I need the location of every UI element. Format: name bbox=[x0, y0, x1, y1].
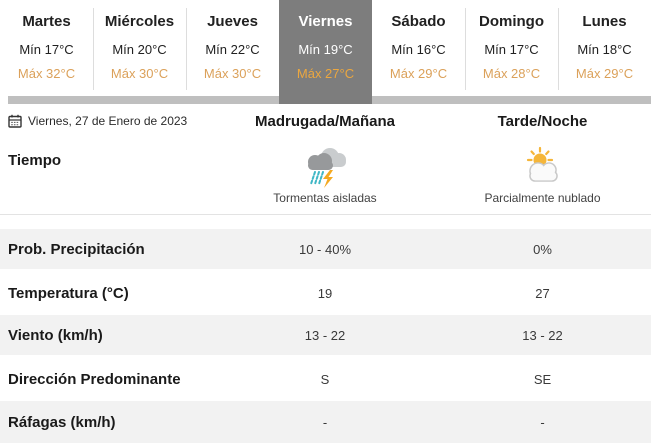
row-value-morning: - bbox=[322, 415, 328, 430]
column-header-tarde-noche: Tarde/Noche bbox=[497, 112, 588, 130]
row-value-evening: 0% bbox=[533, 241, 552, 257]
row-value-morning: 19 bbox=[317, 286, 333, 301]
partly-cloudy-icon bbox=[520, 146, 566, 190]
day-max-temp: Máx 30°C bbox=[110, 66, 169, 81]
day-min-temp: Mín 17°C bbox=[484, 42, 539, 57]
row-value-evening: 27 bbox=[535, 286, 550, 301]
weather-cell-morning: Tormentas aisladas bbox=[250, 138, 400, 205]
day-min-temp: Mín 19°C bbox=[298, 42, 353, 57]
day-name: Miércoles bbox=[104, 13, 175, 30]
row-value-evening: SE bbox=[533, 372, 552, 387]
weather-condition-row: Tiempo bbox=[0, 138, 651, 214]
row-value-evening: - bbox=[540, 415, 545, 430]
row-label: Prob. Precipitación bbox=[8, 240, 145, 258]
row-label-tiempo: Tiempo bbox=[8, 152, 62, 169]
day-min-temp: Mín 17°C bbox=[19, 42, 74, 57]
section-divider bbox=[0, 214, 651, 215]
day-max-temp: Máx 27°C bbox=[296, 66, 355, 81]
row-label: Temperatura (°C) bbox=[8, 285, 129, 302]
row-label: Ráfagas (km/h) bbox=[8, 414, 116, 431]
table-row-rafagas: Ráfagas (km/h) - - bbox=[0, 401, 651, 443]
row-value-evening: 13 - 22 bbox=[522, 327, 563, 343]
thunderstorm-icon bbox=[302, 146, 348, 190]
day-tab-domingo[interactable]: Domingo Mín 17°C Máx 28°C bbox=[465, 0, 558, 96]
day-max-temp: Máx 29°C bbox=[389, 66, 448, 81]
day-min-temp: Mín 20°C bbox=[112, 42, 167, 57]
weather-caption-morning: Tormentas aisladas bbox=[273, 191, 377, 205]
day-max-temp: Máx 29°C bbox=[575, 66, 634, 81]
selected-date: Viernes, 27 de Enero de 2023 bbox=[0, 114, 250, 128]
row-label: Viento (km/h) bbox=[8, 326, 103, 344]
table-row-precipitacion: Prob. Precipitación 10 - 40% 0% bbox=[0, 229, 651, 272]
header-row: Viernes, 27 de Enero de 2023 Madrugada/M… bbox=[0, 104, 651, 138]
day-name: Martes bbox=[22, 13, 71, 30]
day-max-temp: Máx 30°C bbox=[203, 66, 262, 81]
table-row-temperatura: Temperatura (°C) 19 27 bbox=[0, 272, 651, 315]
day-min-temp: Mín 18°C bbox=[577, 42, 632, 57]
day-min-temp: Mín 22°C bbox=[205, 42, 260, 57]
day-name: Jueves bbox=[207, 13, 258, 30]
day-name: Domingo bbox=[479, 13, 544, 30]
day-tab-viernes-selected[interactable]: Viernes Mín 19°C Máx 27°C bbox=[279, 0, 372, 104]
day-min-temp: Mín 16°C bbox=[391, 42, 446, 57]
date-label: Viernes, 27 de Enero de 2023 bbox=[28, 114, 188, 128]
day-tab-jueves[interactable]: Jueves Mín 22°C Máx 30°C bbox=[186, 0, 279, 96]
weather-cell-evening: Parcialmente nublado bbox=[400, 138, 651, 205]
row-value-morning: 13 - 22 bbox=[304, 327, 346, 343]
day-name: Viernes bbox=[298, 13, 353, 30]
day-tab-lunes[interactable]: Lunes Mín 18°C Máx 29°C bbox=[558, 0, 651, 96]
calendar-icon bbox=[8, 114, 22, 128]
row-value-morning: S bbox=[320, 372, 330, 387]
forecast-detail-rows: Prob. Precipitación 10 - 40% 0% Temperat… bbox=[0, 229, 651, 443]
day-name: Lunes bbox=[582, 13, 627, 30]
day-tabs: Martes Mín 17°C Máx 32°C Miércoles Mín 2… bbox=[0, 0, 651, 104]
row-value-morning: 10 - 40% bbox=[298, 241, 352, 257]
table-row-viento: Viento (km/h) 13 - 22 13 - 22 bbox=[0, 315, 651, 358]
column-header-madrugada-manana: Madrugada/Mañana bbox=[254, 112, 396, 130]
day-tab-miercoles[interactable]: Miércoles Mín 20°C Máx 30°C bbox=[93, 0, 186, 96]
day-tab-martes[interactable]: Martes Mín 17°C Máx 32°C bbox=[0, 0, 93, 96]
weather-caption-evening: Parcialmente nublado bbox=[484, 191, 601, 205]
day-tab-sabado[interactable]: Sábado Mín 16°C Máx 29°C bbox=[372, 0, 465, 96]
day-max-temp: Máx 28°C bbox=[482, 66, 541, 81]
day-max-temp: Máx 32°C bbox=[17, 66, 76, 81]
day-name: Sábado bbox=[391, 13, 446, 30]
row-label: Dirección Predominante bbox=[8, 371, 181, 388]
table-row-direccion: Dirección Predominante S SE bbox=[0, 358, 651, 401]
